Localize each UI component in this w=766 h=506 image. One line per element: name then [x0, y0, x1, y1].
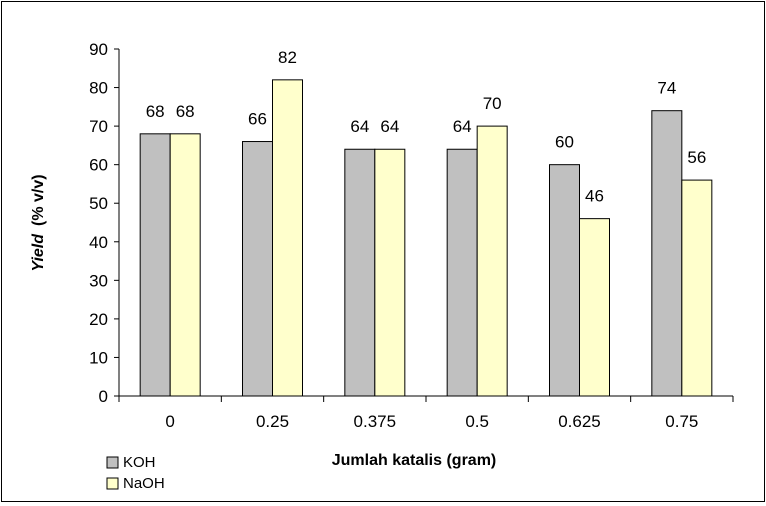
legend-swatch-koh — [106, 456, 119, 469]
bar-koh — [446, 148, 478, 397]
y-tick-label: 70 — [89, 117, 108, 136]
data-label-naoh: 56 — [687, 148, 706, 167]
x-ticks-layer: 0 0.25 0.375 0.5 0.625 0.75 — [118, 396, 734, 431]
x-tick-label: 0.75 — [665, 412, 698, 431]
legend-label-koh: KOH — [123, 454, 156, 471]
x-tick-label: 0.5 — [465, 412, 489, 431]
legend-swatch-naoh — [106, 477, 119, 490]
data-labels-layer: 68 68 66 82 64 64 64 70 60 46 74 56 — [146, 48, 707, 206]
x-tick-label: 0.375 — [354, 412, 397, 431]
data-label-naoh: 46 — [585, 187, 604, 206]
y-tick-label: 50 — [89, 194, 108, 213]
data-label-koh: 66 — [248, 110, 267, 129]
axes-layer — [118, 49, 733, 397]
y-tick-label: 0 — [99, 387, 108, 406]
bar-koh — [549, 164, 580, 397]
bar-naoh — [374, 148, 406, 397]
data-label-naoh: 70 — [483, 94, 502, 113]
y-tick-label: 30 — [89, 271, 108, 290]
legend: KOH NaOH — [106, 454, 165, 492]
y-ticks-layer: 0 10 20 30 40 50 60 70 80 90 — [89, 40, 119, 406]
x-axis-title: Jumlah katalis (gram) — [332, 452, 497, 469]
y-tick-label: 80 — [89, 79, 108, 98]
bar-naoh — [579, 218, 610, 397]
x-tick-label: 0.25 — [256, 412, 289, 431]
y-axis-title-unit: (% v/v) — [30, 174, 47, 226]
y-tick-label: 60 — [89, 156, 108, 175]
data-label-koh: 64 — [453, 117, 472, 136]
data-label-koh: 60 — [555, 133, 574, 152]
bar-naoh — [681, 179, 713, 397]
bar-naoh — [169, 133, 201, 397]
bar-naoh — [272, 79, 303, 397]
data-label-naoh: 82 — [278, 48, 297, 67]
y-tick-label: 90 — [89, 40, 108, 59]
data-label-naoh: 64 — [380, 117, 399, 136]
bar-koh — [139, 133, 171, 397]
y-tick-label: 10 — [89, 348, 108, 367]
bar-koh — [651, 110, 683, 397]
x-tick-label: 0 — [165, 412, 174, 431]
bar-koh — [344, 148, 376, 397]
data-label-koh: 74 — [657, 79, 676, 98]
data-label-koh: 64 — [350, 117, 369, 136]
y-tick-label: 20 — [89, 310, 108, 329]
bar-naoh — [476, 125, 508, 397]
y-axis-title-italic: Yield — [30, 233, 47, 272]
x-tick-label: 0.625 — [558, 412, 601, 431]
bar-koh — [242, 141, 273, 397]
data-label-naoh: 68 — [176, 102, 195, 121]
legend-label-naoh: NaOH — [123, 475, 165, 492]
data-label-koh: 68 — [146, 102, 165, 121]
y-tick-label: 40 — [89, 233, 108, 252]
bars-layer — [139, 79, 713, 397]
y-axis-title: Yield (% v/v) — [30, 174, 47, 271]
